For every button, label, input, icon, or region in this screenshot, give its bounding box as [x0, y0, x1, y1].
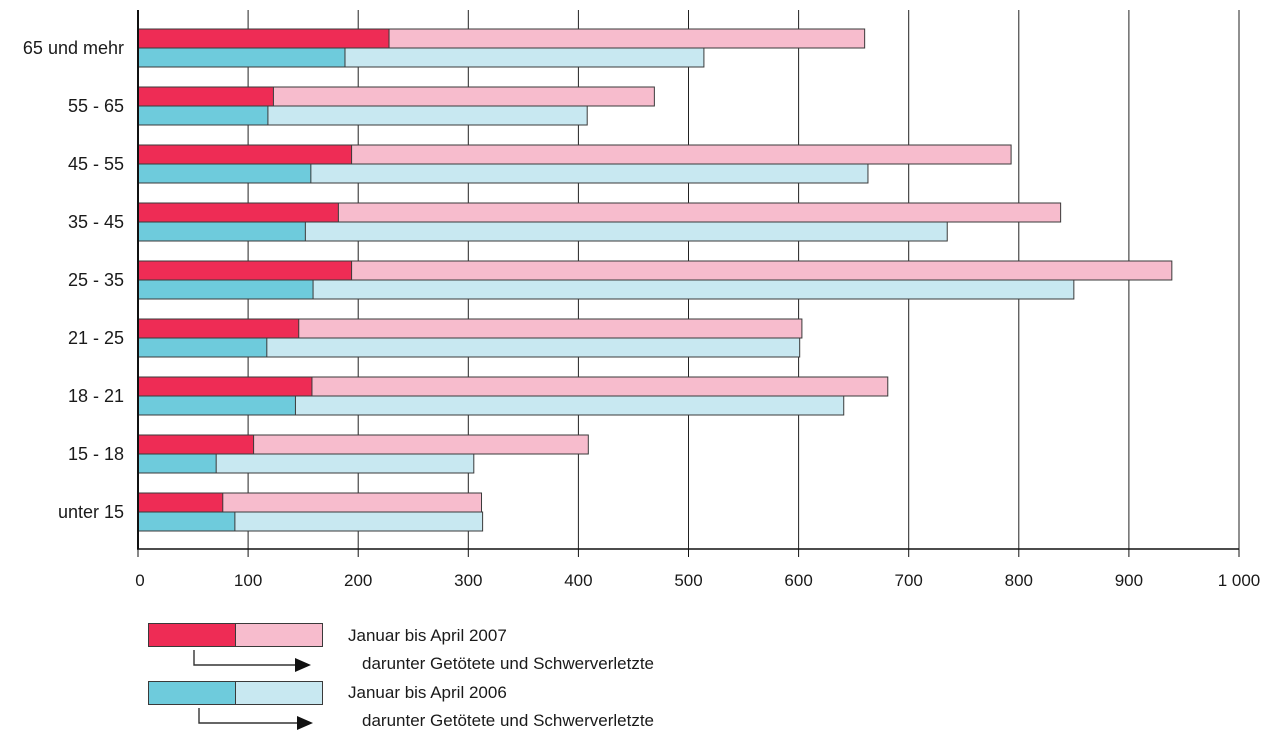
legend-label-2007: Januar bis April 2007	[348, 626, 507, 645]
bar-2007-subset	[137, 202, 339, 223]
legend-swatch-2006-subset	[148, 681, 236, 705]
bar-2007-subset	[137, 318, 300, 339]
category-label: 35 - 45	[68, 212, 124, 232]
category-label: unter 15	[58, 502, 124, 522]
bar-2006-subset	[137, 221, 306, 242]
bar-2006-subset	[137, 163, 312, 184]
bar-2007-subset	[137, 434, 255, 455]
category-label: 18 - 21	[68, 386, 124, 406]
x-tick-label: 600	[784, 571, 812, 590]
legend-arrow-2007	[193, 650, 311, 672]
bar-2007-subset	[137, 376, 313, 397]
bar-2006-subset	[137, 47, 346, 68]
category-label: 21 - 25	[68, 328, 124, 348]
x-tick-label: 500	[674, 571, 702, 590]
category-label: 45 - 55	[68, 154, 124, 174]
bar-2006-subset	[137, 395, 296, 416]
x-tick-label: 800	[1005, 571, 1033, 590]
category-label: 65 und mehr	[23, 38, 124, 58]
x-tick-label: 1 000	[1218, 571, 1261, 590]
bar-2007-subset	[137, 260, 353, 281]
bar-2007-subset	[137, 28, 390, 49]
x-tick-label: 300	[454, 571, 482, 590]
legend-arrow-2006	[198, 708, 313, 730]
bar-2007-subset	[137, 86, 274, 107]
bar-2006-subset	[137, 105, 269, 126]
x-tick-label: 0	[135, 571, 144, 590]
bar-2007-subset	[137, 144, 353, 165]
category-label: 55 - 65	[68, 96, 124, 116]
bar-2006-subset	[137, 511, 236, 532]
bar-2006-subset	[137, 279, 314, 300]
category-label: 15 - 18	[68, 444, 124, 464]
bar-2007-subset	[137, 492, 224, 513]
x-tick-label: 700	[895, 571, 923, 590]
legend-sublabel-2007: darunter Getötete und Schwerverletzte	[362, 654, 654, 673]
category-label: 25 - 35	[68, 270, 124, 290]
bar-2006-subset	[137, 453, 217, 474]
x-tick-label: 100	[234, 571, 262, 590]
bar-2006-subset	[137, 337, 268, 358]
legend-swatch-2007-subset	[148, 623, 236, 647]
x-tick-label: 400	[564, 571, 592, 590]
legend-sublabel-2006: darunter Getötete und Schwerverletzte	[362, 711, 654, 730]
x-tick-label: 200	[344, 571, 372, 590]
x-tick-label: 900	[1115, 571, 1143, 590]
legend-label-2006: Januar bis April 2006	[348, 683, 507, 702]
legend-swatch-2006-total	[235, 681, 323, 705]
legend-swatch-2007-total	[235, 623, 323, 647]
